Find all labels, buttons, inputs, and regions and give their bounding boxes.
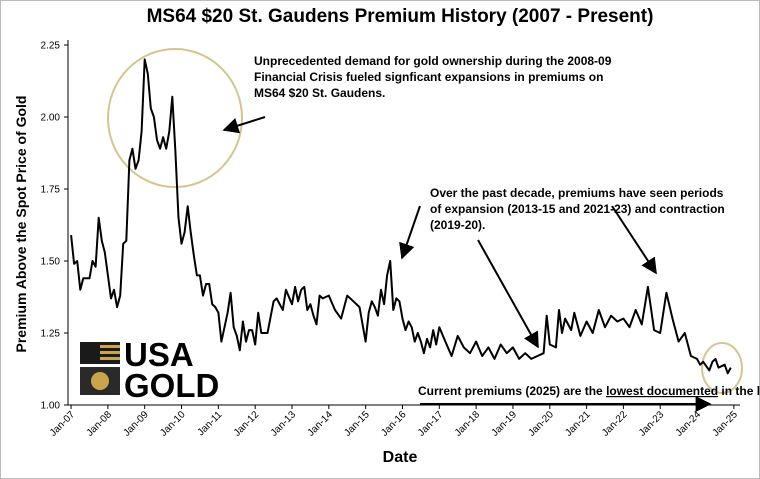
- logo-text: GOLD: [124, 367, 219, 404]
- annotation: Over the past decade, premiums have seen…: [430, 186, 724, 200]
- x-axis-label: Date: [383, 449, 418, 466]
- annotation: (2019-20).: [430, 218, 485, 232]
- note-text: in the last 25 years: [718, 384, 760, 398]
- arrow: [399, 205, 421, 260]
- y-tick-label: 1.00: [41, 401, 61, 412]
- logo-stripe: [100, 357, 120, 360]
- annotation: MS64 $20 St. Gaudens.: [254, 86, 385, 100]
- logo-emblem: [91, 372, 109, 390]
- chart-title: MS64 $20 St. Gaudens Premium History (20…: [147, 6, 654, 27]
- y-tick-label: 1.25: [41, 329, 61, 340]
- highlight-circle: [107, 48, 243, 188]
- y-tick-label: 1.75: [41, 185, 61, 196]
- highlight-circle: [701, 342, 743, 394]
- arrow: [477, 239, 539, 349]
- note-emphasis: lowest documented: [606, 384, 718, 398]
- arrow: [611, 205, 657, 275]
- y-tick-label: 2.25: [41, 41, 61, 52]
- bottom-note: Current premiums (2025) are the lowest d…: [418, 384, 760, 398]
- logo: USA GOLD: [80, 336, 219, 404]
- logo-stripe: [100, 345, 120, 348]
- y-axis-label: Premium Above the Spot Price of Gold: [13, 96, 29, 353]
- line: [70, 58, 732, 375]
- y-tick-label: 2.00: [41, 113, 61, 124]
- y-tick-label: 1.50: [41, 257, 61, 268]
- logo-stripe: [100, 351, 120, 354]
- logo-text: USA: [124, 336, 194, 373]
- note-text: Current premiums (2025) are the: [418, 384, 606, 398]
- annotation: of expansion (2013-15 and 2021-23) and c…: [430, 202, 725, 216]
- annotation: Unprecedented demand for gold ownership …: [254, 54, 612, 68]
- annotation: Financial Crisis fueled signficant expan…: [254, 70, 603, 84]
- arrow: [222, 116, 266, 134]
